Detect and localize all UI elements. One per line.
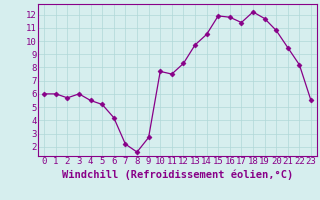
X-axis label: Windchill (Refroidissement éolien,°C): Windchill (Refroidissement éolien,°C) (62, 169, 293, 180)
